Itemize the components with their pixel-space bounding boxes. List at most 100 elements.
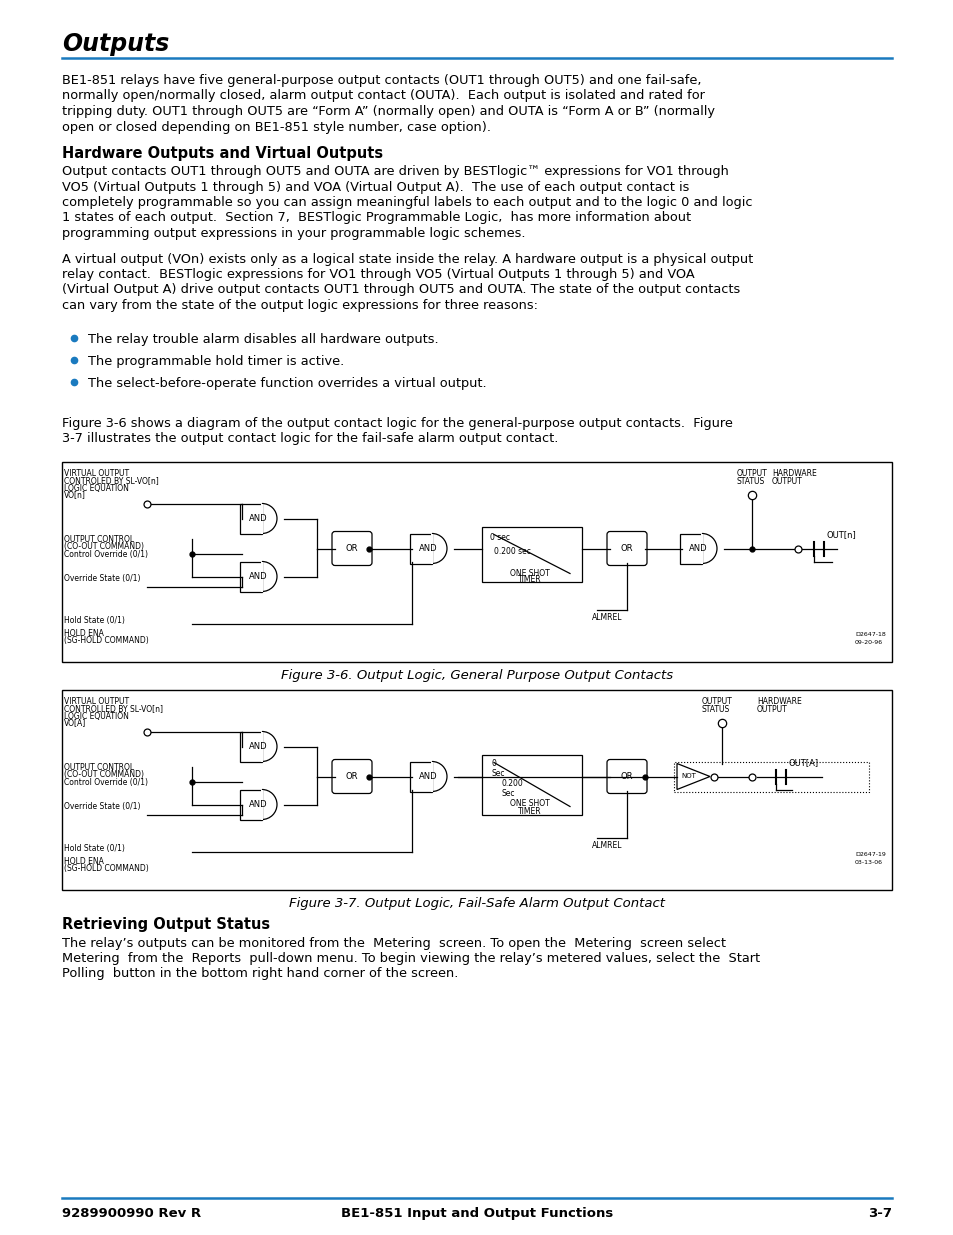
- Text: The select-before-operate function overrides a virtual output.: The select-before-operate function overr…: [88, 377, 486, 389]
- Text: AND: AND: [249, 572, 267, 580]
- Text: OUTPUT CONTROL: OUTPUT CONTROL: [64, 763, 134, 773]
- Text: TIMER: TIMER: [517, 806, 541, 815]
- Text: HARDWARE: HARDWARE: [771, 469, 816, 478]
- Text: AND: AND: [418, 543, 436, 553]
- Text: normally open/normally closed, alarm output contact (OUTA).  Each output is isol: normally open/normally closed, alarm out…: [62, 89, 704, 103]
- Bar: [261, 504, 263, 534]
- Bar: [431, 762, 433, 792]
- Text: OUTPUT: OUTPUT: [757, 704, 787, 714]
- Text: LOGIC EQUATION: LOGIC EQUATION: [64, 711, 129, 720]
- Text: Figure 3-6 shows a diagram of the output contact logic for the general-purpose o: Figure 3-6 shows a diagram of the output…: [62, 416, 732, 430]
- Text: OUTPUT: OUTPUT: [701, 698, 732, 706]
- Bar: [481, 755, 581, 815]
- Text: completely programmable so you can assign meaningful labels to each output and t: completely programmable so you can assig…: [62, 196, 752, 209]
- Text: Polling  button in the bottom right hand corner of the screen.: Polling button in the bottom right hand …: [62, 967, 457, 981]
- Text: Retrieving Output Status: Retrieving Output Status: [62, 918, 270, 932]
- Bar: [240, 789, 262, 820]
- Bar: [240, 731, 262, 762]
- Text: HOLD ENA: HOLD ENA: [64, 857, 104, 866]
- Text: tripping duty. OUT1 through OUT5 are “Form A” (normally open) and OUTA is “Form : tripping duty. OUT1 through OUT5 are “Fo…: [62, 105, 714, 119]
- Text: D2647-19: D2647-19: [854, 852, 885, 857]
- Text: OUTPUT: OUTPUT: [737, 469, 767, 478]
- Text: 03-13-06: 03-13-06: [854, 861, 882, 866]
- Text: Sec: Sec: [501, 788, 515, 798]
- Text: AND: AND: [249, 742, 267, 751]
- Bar: [261, 562, 263, 592]
- Text: 1 states of each output.  Section 7,  BESTlogic Programmable Logic,  has more in: 1 states of each output. Section 7, BEST…: [62, 211, 690, 225]
- Text: can vary from the state of the output logic expressions for three reasons:: can vary from the state of the output lo…: [62, 299, 537, 312]
- Bar: [431, 534, 433, 563]
- Text: VIRTUAL OUTPUT: VIRTUAL OUTPUT: [64, 469, 129, 478]
- Text: Control Override (0/1): Control Override (0/1): [64, 550, 148, 558]
- Bar: [240, 562, 262, 592]
- Text: Override State (0/1): Override State (0/1): [64, 802, 140, 810]
- Text: OR: OR: [345, 772, 358, 781]
- Text: (SG-HOLD COMMAND): (SG-HOLD COMMAND): [64, 864, 149, 873]
- Text: Outputs: Outputs: [62, 32, 170, 56]
- Bar: [481, 526, 581, 582]
- Text: OR: OR: [345, 543, 358, 553]
- Text: Output contacts OUT1 through OUT5 and OUTA are driven by BESTlogic™ expressions : Output contacts OUT1 through OUT5 and OU…: [62, 165, 728, 178]
- FancyBboxPatch shape: [332, 531, 372, 566]
- Text: Hold State (0/1): Hold State (0/1): [64, 616, 125, 625]
- Text: CONTROLLED BY SL-VO[n]: CONTROLLED BY SL-VO[n]: [64, 704, 163, 714]
- Bar: [62, 689, 891, 889]
- Text: 09-20-96: 09-20-96: [854, 640, 882, 645]
- Text: 3-7 illustrates the output contact logic for the fail-safe alarm output contact.: 3-7 illustrates the output contact logic…: [62, 432, 558, 445]
- Text: The relay’s outputs can be monitored from the  Metering  screen. To open the  Me: The relay’s outputs can be monitored fro…: [62, 936, 725, 950]
- Text: OUT[n]: OUT[n]: [826, 531, 856, 540]
- Text: BE1-851 relays have five general-purpose output contacts (OUT1 through OUT5) and: BE1-851 relays have five general-purpose…: [62, 74, 700, 86]
- FancyBboxPatch shape: [332, 760, 372, 794]
- Bar: [410, 762, 432, 792]
- Bar: [700, 534, 702, 563]
- Text: OR: OR: [620, 543, 633, 553]
- Text: Figure 3-6. Output Logic, General Purpose Output Contacts: Figure 3-6. Output Logic, General Purpos…: [280, 669, 673, 683]
- Text: ALMREL: ALMREL: [592, 614, 622, 622]
- Text: HOLD ENA: HOLD ENA: [64, 629, 104, 637]
- Polygon shape: [677, 763, 709, 789]
- Text: The programmable hold timer is active.: The programmable hold timer is active.: [88, 354, 344, 368]
- Text: AND: AND: [688, 543, 706, 553]
- Text: Metering  from the  Reports  pull-down menu. To begin viewing the relay’s metere: Metering from the Reports pull-down menu…: [62, 952, 760, 965]
- Text: VO[A]: VO[A]: [64, 719, 86, 727]
- Text: AND: AND: [249, 800, 267, 809]
- Text: VO5 (Virtual Outputs 1 through 5) and VOA (Virtual Output A).  The use of each o: VO5 (Virtual Outputs 1 through 5) and VO…: [62, 180, 689, 194]
- Text: A virtual output (VOn) exists only as a logical state inside the relay. A hardwa: A virtual output (VOn) exists only as a …: [62, 252, 753, 266]
- Text: Hardware Outputs and Virtual Outputs: Hardware Outputs and Virtual Outputs: [62, 146, 383, 161]
- Bar: [673, 762, 868, 792]
- Text: (CO-OUT COMMAND): (CO-OUT COMMAND): [64, 542, 144, 552]
- Text: VIRTUAL OUTPUT: VIRTUAL OUTPUT: [64, 698, 129, 706]
- Text: OUTPUT CONTROL: OUTPUT CONTROL: [64, 536, 134, 545]
- Text: Control Override (0/1): Control Override (0/1): [64, 778, 148, 787]
- Text: AND: AND: [418, 772, 436, 781]
- Text: BE1-851 Input and Output Functions: BE1-851 Input and Output Functions: [340, 1207, 613, 1220]
- Bar: [240, 504, 262, 534]
- Bar: [62, 462, 891, 662]
- Text: STATUS: STATUS: [701, 704, 729, 714]
- Text: 9289900990 Rev R: 9289900990 Rev R: [62, 1207, 201, 1220]
- Text: OUTPUT: OUTPUT: [771, 477, 801, 485]
- Text: VO[n]: VO[n]: [64, 490, 86, 499]
- Text: STATUS: STATUS: [737, 477, 764, 485]
- Text: 0 sec: 0 sec: [490, 534, 510, 542]
- Text: 0: 0: [492, 760, 497, 768]
- Text: CONTROLED BY SL-VO[n]: CONTROLED BY SL-VO[n]: [64, 477, 158, 485]
- Bar: [410, 534, 432, 563]
- Text: TIMER: TIMER: [517, 576, 541, 584]
- Text: 0.200: 0.200: [501, 779, 523, 788]
- Text: NOT: NOT: [680, 773, 696, 779]
- Text: OUT[A]: OUT[A]: [788, 758, 819, 767]
- Text: LOGIC EQUATION: LOGIC EQUATION: [64, 483, 129, 493]
- Text: relay contact.  BESTlogic expressions for VO1 through VO5 (Virtual Outputs 1 thr: relay contact. BESTlogic expressions for…: [62, 268, 694, 282]
- Text: (SG-HOLD COMMAND): (SG-HOLD COMMAND): [64, 636, 149, 646]
- Text: Hold State (0/1): Hold State (0/1): [64, 845, 125, 853]
- Text: D2647-18: D2647-18: [854, 631, 884, 636]
- Text: HARDWARE: HARDWARE: [757, 698, 801, 706]
- Bar: [261, 731, 263, 762]
- Text: ALMREL: ALMREL: [592, 841, 622, 851]
- Text: (Virtual Output A) drive output contacts OUT1 through OUT5 and OUTA. The state o: (Virtual Output A) drive output contacts…: [62, 284, 740, 296]
- Text: OR: OR: [620, 772, 633, 781]
- Bar: [261, 789, 263, 820]
- Text: 3-7: 3-7: [867, 1207, 891, 1220]
- Text: The relay trouble alarm disables all hardware outputs.: The relay trouble alarm disables all har…: [88, 332, 438, 346]
